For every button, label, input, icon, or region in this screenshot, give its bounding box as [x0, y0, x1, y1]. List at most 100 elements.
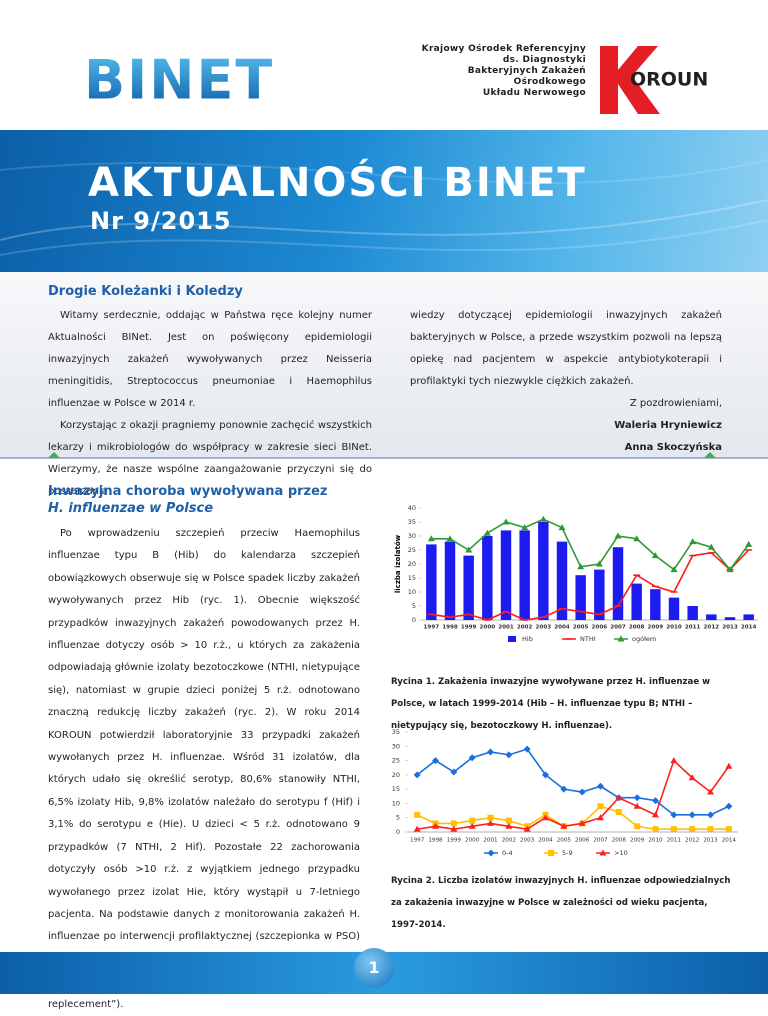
banner — [0, 130, 768, 272]
x-tick-label: 1998 — [442, 625, 458, 631]
y-tick-label: 35 — [392, 728, 400, 736]
marker — [450, 820, 457, 827]
intro-section — [0, 272, 768, 458]
y-tick-label: 25 — [408, 546, 416, 554]
divider-mark — [704, 452, 716, 458]
legend-marker — [487, 849, 495, 857]
marker — [652, 811, 659, 818]
marker — [670, 811, 678, 819]
legend-label: NTHI — [580, 635, 596, 643]
legend-marker — [599, 849, 607, 856]
issue-number: Nr 9/2015 — [90, 207, 232, 235]
marker — [725, 826, 732, 833]
wave — [0, 199, 768, 241]
legend-swatch — [508, 636, 516, 642]
banner-waves — [0, 159, 768, 256]
legend-label: ogółem — [632, 635, 656, 643]
x-tick-label: 2009 — [630, 838, 645, 844]
marker — [521, 524, 529, 531]
marker — [670, 566, 678, 573]
legend-label: Hib — [522, 635, 533, 643]
signature: Anna Skoczyńska — [624, 442, 722, 453]
marker — [413, 825, 421, 832]
divider-mark — [48, 452, 60, 458]
marker — [558, 524, 566, 531]
marker — [688, 811, 696, 819]
marker — [542, 814, 549, 821]
bar — [668, 597, 680, 620]
x-tick-label: 1998 — [428, 838, 443, 844]
bar — [538, 522, 549, 620]
marker — [597, 803, 604, 810]
x-tick-label: 2010 — [648, 838, 663, 844]
x-tick-label: 2003 — [520, 838, 535, 844]
logo-text: BINET — [84, 49, 274, 112]
article-heading: Inwazyjna choroba wywoływana przez H. in… — [48, 483, 328, 517]
heading-line: Inwazyjna choroba wywoływana przez — [48, 484, 328, 499]
marker — [597, 782, 604, 790]
x-tick-label: 2007 — [593, 838, 608, 844]
y-tick-label: 15 — [408, 574, 416, 582]
figure-caption: Rycina 2. Liczba izolatów inwazyjnych H.… — [391, 876, 731, 930]
x-tick-label: 2008 — [612, 838, 627, 844]
x-tick-label: 2002 — [517, 625, 533, 631]
marker — [577, 563, 585, 570]
marker — [633, 535, 641, 542]
bar — [594, 569, 605, 620]
paragraph: Po wprowadzeniu szczepień przeciw Haemop… — [48, 528, 360, 1010]
org-line: Bakteryjnych Zakażeń — [467, 66, 586, 76]
marker — [523, 825, 531, 832]
marker — [670, 757, 678, 764]
marker — [560, 822, 568, 829]
page-number: 1 — [354, 948, 394, 988]
y-tick-label: 35 — [408, 518, 416, 526]
y-axis-label: liczba izolatów — [394, 534, 402, 593]
bar — [556, 541, 568, 620]
marker — [450, 768, 458, 776]
bar — [463, 555, 474, 620]
paragraph: Korzystając z okazji pragniemy ponownie … — [48, 420, 372, 497]
bar — [519, 530, 530, 620]
marker — [595, 560, 603, 567]
y-tick-label: 20 — [408, 560, 416, 568]
legend-label: >10 — [614, 849, 628, 857]
marker — [432, 822, 439, 829]
org-line: ds. Diagnostyki — [502, 55, 586, 65]
marker — [468, 822, 476, 829]
marker — [615, 809, 622, 815]
bar — [687, 606, 698, 620]
marker — [505, 751, 513, 759]
marker — [614, 532, 622, 539]
marker — [469, 817, 476, 824]
marker — [523, 745, 531, 753]
marker — [450, 825, 458, 832]
signature: Waleria Hryniewicz — [614, 420, 722, 431]
x-tick-label: 2005 — [557, 838, 572, 844]
bar — [743, 614, 754, 620]
marker — [539, 515, 547, 522]
marker — [670, 826, 677, 833]
x-tick-label: 2000 — [465, 838, 480, 844]
bar — [650, 589, 661, 620]
bar — [500, 530, 512, 620]
paragraph: wiedzy dotyczącej epidemiologii inwazyjn… — [410, 310, 722, 387]
figure-caption: Rycina 1. Zakażenia inwazyjne wywoływane… — [391, 677, 711, 731]
marker — [615, 794, 623, 801]
marker — [707, 826, 714, 833]
y-tick-label: 15 — [392, 785, 400, 793]
x-tick-label: 2011 — [685, 625, 701, 631]
bar — [724, 617, 736, 620]
marker — [487, 748, 494, 756]
x-tick-label: 2004 — [538, 838, 553, 844]
bar — [631, 583, 642, 620]
marker — [446, 535, 454, 542]
marker — [487, 819, 494, 826]
y-tick-label: 10 — [392, 799, 400, 807]
marker — [578, 819, 586, 826]
x-tick-label: 2009 — [648, 625, 664, 631]
marker — [468, 754, 476, 762]
marker — [432, 757, 439, 765]
binet-logo: BINET — [84, 49, 274, 112]
marker — [651, 552, 659, 559]
x-tick-label: 2001 — [498, 625, 514, 631]
